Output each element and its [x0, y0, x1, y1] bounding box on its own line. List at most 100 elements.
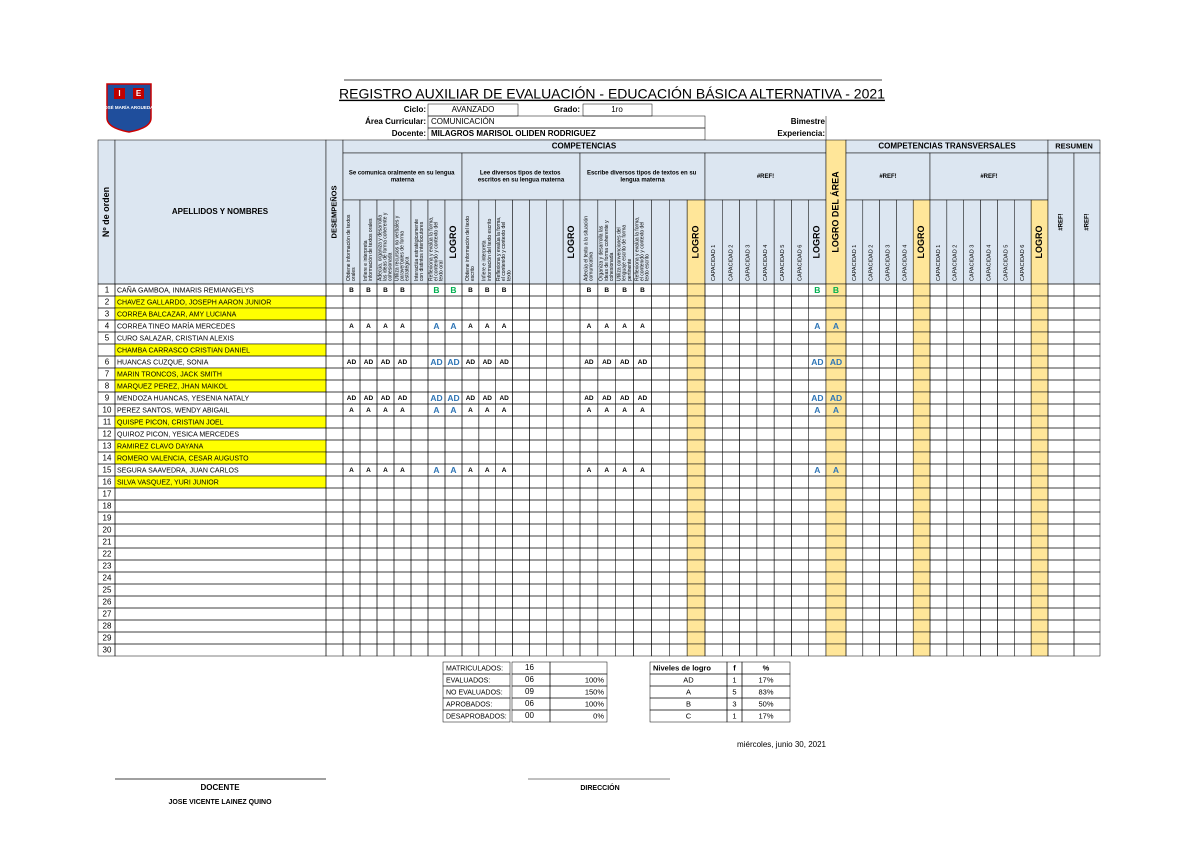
student-name: QUIROZ PICON, YESICA MERCEDES: [117, 431, 239, 438]
cell: [1030, 391, 1049, 405]
cell: [342, 152, 463, 201]
student-name: MARIN TRONCOS, JACK SMITH: [117, 371, 222, 378]
grade: AD: [638, 359, 648, 366]
cell: [912, 595, 931, 609]
grade: AD: [398, 359, 408, 366]
cell: [912, 343, 931, 357]
cell: [114, 139, 327, 285]
cell: [461, 152, 581, 201]
grade: A: [400, 467, 405, 474]
logro-header: LOGRO: [812, 226, 822, 259]
field: 1ro: [611, 105, 623, 114]
grade: A: [640, 323, 645, 330]
header: DESEMPEÑOS: [329, 186, 338, 239]
cell: [912, 379, 931, 393]
grade: AD: [602, 359, 612, 366]
cell: [825, 571, 847, 585]
levels-cell: 1: [732, 675, 736, 684]
cell: [512, 199, 530, 285]
row-number: 17: [103, 490, 112, 499]
grade: A: [450, 321, 456, 331]
cell: [686, 439, 706, 453]
cell: [825, 559, 847, 573]
logro-header: LOGRO: [1034, 226, 1044, 259]
row-number: 5: [105, 334, 110, 343]
row-number: 24: [103, 574, 112, 583]
logro-header: LOGRO: [690, 226, 700, 259]
group-name: Escribe diversos tipos de textos en su l…: [587, 170, 698, 183]
column-header: #REF!: [1085, 213, 1091, 230]
grade: A: [833, 321, 839, 331]
cell: [549, 709, 608, 723]
column-header: Organiza y desarrolla las ideas de forma…: [599, 219, 615, 281]
cell: [912, 631, 931, 645]
cell: [825, 415, 847, 429]
grade: A: [833, 465, 839, 475]
grade: AD: [584, 359, 594, 366]
grade: B: [502, 287, 507, 294]
cell: [912, 619, 931, 633]
grade: AD: [447, 393, 459, 403]
column-header: CAPACIDAD 2: [728, 245, 734, 281]
cell: [1030, 535, 1049, 549]
grade: A: [587, 407, 592, 414]
cell: [825, 631, 847, 645]
cell: [825, 343, 847, 357]
grade: AD: [830, 393, 842, 403]
field: AVANZADO: [452, 105, 495, 114]
cell: [686, 619, 706, 633]
cell: [686, 631, 706, 645]
cell: [1030, 283, 1049, 297]
grade: AD: [499, 395, 509, 402]
column-header: CAPACIDAD 2: [953, 245, 959, 281]
section-title: RESUMEN: [1055, 141, 1093, 150]
cell: [825, 439, 847, 453]
column-header: Obtiene información de textos orales: [346, 213, 357, 281]
cell: [825, 487, 847, 501]
cell: [825, 523, 847, 537]
grade: B: [604, 287, 609, 294]
levels-header: f: [733, 663, 736, 672]
levels-cell: 50%: [758, 699, 773, 708]
grade: A: [587, 323, 592, 330]
row-number: 22: [103, 550, 112, 559]
column-header: CAPACIDAD 4: [986, 245, 992, 281]
cell: [912, 475, 931, 489]
group-name: #REF!: [980, 174, 997, 180]
cell: [686, 583, 706, 597]
logro-header: LOGRO: [916, 226, 926, 259]
cell: [825, 547, 847, 561]
cell: [1030, 439, 1049, 453]
summary-label: APROBADOS:: [446, 701, 492, 708]
cell: [686, 355, 706, 369]
title: REGISTRO AUXILIAR DE EVALUACIÓN - EDUCAC…: [339, 86, 885, 102]
student-name: CORREA TINEO MARÍA MERCEDES: [117, 321, 235, 330]
cell: [686, 391, 706, 405]
summary-count: 06: [525, 699, 534, 708]
cell: [1030, 499, 1049, 513]
student-name: SILVA VASQUEZ, YURI JUNIOR: [117, 479, 219, 486]
student-name: CHAVEZ GALLARDO, JOSEPH AARON JUNIOR: [117, 299, 271, 306]
cell: [1073, 152, 1101, 285]
cell: [686, 607, 706, 621]
cell: [912, 559, 931, 573]
cell: [825, 595, 847, 609]
cell: [686, 571, 706, 585]
grade: A: [485, 323, 490, 330]
logo-block: [133, 88, 144, 99]
field: COMUNICACIÓN: [431, 117, 495, 126]
cell: [912, 643, 931, 657]
grade: AD: [430, 357, 442, 367]
column-header: CAPACIDAD 6: [798, 245, 804, 281]
grade: AD: [483, 359, 493, 366]
row-number: 15: [103, 466, 112, 475]
grade: A: [502, 467, 507, 474]
grade: A: [349, 323, 354, 330]
label: Experiencia:: [777, 129, 825, 138]
cell: [1030, 307, 1049, 321]
row-number: 10: [103, 406, 112, 415]
row-number: 19: [103, 514, 112, 523]
row-number: 23: [103, 562, 112, 571]
row-number: 1: [105, 286, 110, 295]
cell: [1030, 427, 1049, 441]
